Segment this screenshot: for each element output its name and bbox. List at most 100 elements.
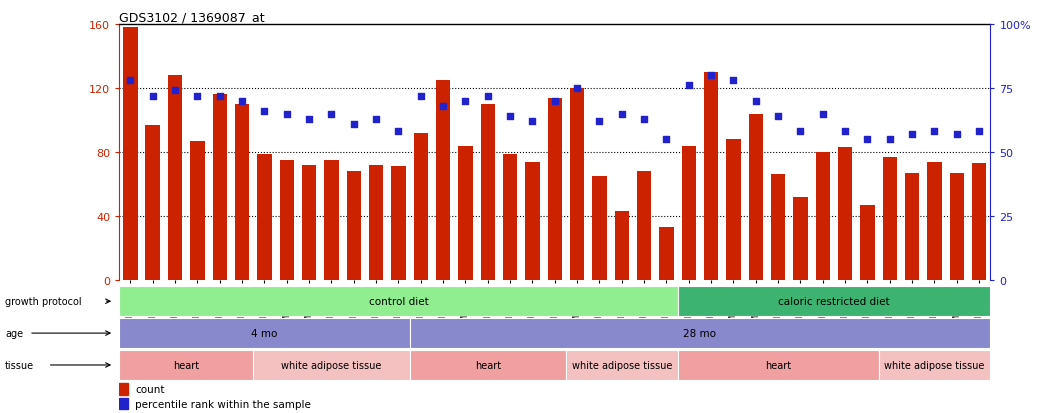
Point <box>748 98 764 105</box>
Text: GDS3102 / 1369087_at: GDS3102 / 1369087_at <box>119 11 264 24</box>
Point <box>569 85 586 92</box>
Bar <box>253 350 410 380</box>
Point <box>368 116 385 123</box>
Bar <box>123 28 138 280</box>
Bar <box>410 350 566 380</box>
Point <box>680 83 697 90</box>
Point <box>345 121 362 128</box>
Bar <box>302 165 316 280</box>
Point <box>881 137 898 143</box>
Bar <box>815 153 830 280</box>
Point <box>792 129 809 135</box>
Bar <box>861 205 875 280</box>
Point <box>167 88 184 95</box>
Bar <box>570 89 585 280</box>
Bar <box>878 350 990 380</box>
Text: 4 mo: 4 mo <box>251 328 278 338</box>
Point <box>233 98 250 105</box>
Text: count: count <box>135 384 165 394</box>
Text: white adipose tissue: white adipose tissue <box>281 360 382 370</box>
Point <box>256 108 273 115</box>
Bar <box>168 76 183 280</box>
Point <box>636 116 652 123</box>
Bar <box>119 318 410 348</box>
Point <box>144 93 161 100</box>
Text: white adipose tissue: white adipose tissue <box>571 360 672 370</box>
Bar <box>119 350 253 380</box>
Point <box>435 103 451 110</box>
Point <box>949 131 965 138</box>
Point <box>279 111 296 118</box>
Point <box>814 111 831 118</box>
Bar <box>458 146 473 280</box>
Text: heart: heart <box>173 360 199 370</box>
Point <box>189 93 205 100</box>
Text: percentile rank within the sample: percentile rank within the sample <box>135 399 311 409</box>
Text: heart: heart <box>765 360 791 370</box>
Bar <box>257 154 272 280</box>
Point <box>502 114 518 120</box>
Point <box>837 129 853 135</box>
Bar <box>927 162 942 280</box>
Bar <box>480 104 495 280</box>
Bar <box>410 318 990 348</box>
Point <box>479 93 496 100</box>
Point <box>524 119 540 125</box>
Bar <box>213 95 227 280</box>
Bar <box>503 154 517 280</box>
Point <box>769 114 786 120</box>
Point <box>703 73 720 79</box>
Bar <box>704 73 719 280</box>
Bar <box>637 172 651 280</box>
Text: growth protocol: growth protocol <box>5 297 82 306</box>
Bar <box>882 157 897 280</box>
Point <box>614 111 630 118</box>
Point <box>904 131 921 138</box>
Bar <box>234 104 249 280</box>
Point <box>591 119 608 125</box>
Bar <box>119 287 677 316</box>
Point <box>926 129 943 135</box>
Point <box>212 93 228 100</box>
Point <box>971 129 987 135</box>
Bar <box>681 146 696 280</box>
Bar <box>548 98 562 280</box>
Bar <box>950 173 964 280</box>
Point <box>122 78 139 84</box>
Bar <box>280 161 295 280</box>
Bar <box>972 164 986 280</box>
Text: white adipose tissue: white adipose tissue <box>885 360 985 370</box>
Bar <box>119 398 128 410</box>
Bar <box>793 197 808 280</box>
Bar <box>346 172 361 280</box>
Text: control diet: control diet <box>368 297 428 306</box>
Bar <box>838 148 852 280</box>
Bar <box>677 350 878 380</box>
Text: age: age <box>5 328 23 338</box>
Bar <box>414 133 428 280</box>
Bar <box>726 140 740 280</box>
Point <box>413 93 429 100</box>
Point <box>658 137 675 143</box>
Bar <box>119 383 128 395</box>
Text: tissue: tissue <box>5 360 34 370</box>
Point <box>860 137 876 143</box>
Text: 28 mo: 28 mo <box>683 328 717 338</box>
Point <box>301 116 317 123</box>
Bar <box>677 287 990 316</box>
Bar <box>770 175 785 280</box>
Point <box>457 98 474 105</box>
Point <box>390 129 407 135</box>
Point <box>324 111 340 118</box>
Bar <box>660 228 674 280</box>
Bar <box>436 81 450 280</box>
Point <box>725 78 741 84</box>
Bar <box>905 173 920 280</box>
Point <box>546 98 563 105</box>
Bar <box>749 114 763 280</box>
Bar <box>190 141 204 280</box>
Bar <box>615 212 629 280</box>
Bar <box>145 126 160 280</box>
Bar <box>592 177 607 280</box>
Text: caloric restricted diet: caloric restricted diet <box>778 297 890 306</box>
